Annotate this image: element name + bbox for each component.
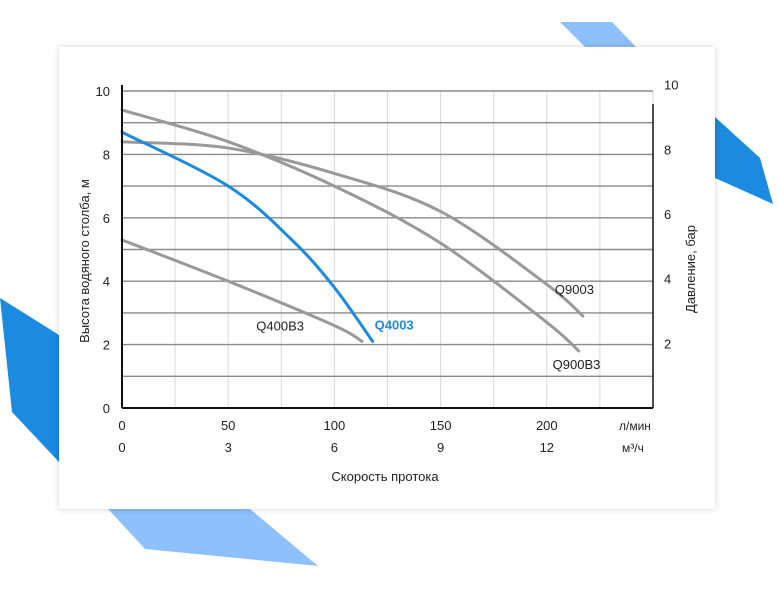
series-label-q9003: Q9003 (555, 282, 594, 297)
pump-performance-chart: л/мин м³/ч Скорость протока Высота водян… (77, 78, 698, 484)
x-unit-primary: л/мин (619, 419, 651, 433)
y-axis-label-left: Высота водяного столба, м (77, 179, 92, 343)
y-tick-label-left: 0 (103, 401, 110, 416)
y-tick-label-left: 6 (103, 211, 110, 226)
x-tick-label-secondary: 9 (437, 440, 444, 455)
series-label-q900b3: Q900B3 (553, 357, 601, 372)
x-axis-label: Скорость протока (331, 469, 439, 484)
x-tick-label-secondary: 0 (118, 440, 125, 455)
series-label-q400b3: Q400B3 (256, 318, 304, 333)
x-tick-label-primary: 50 (221, 418, 235, 433)
y-tick-label-right: 8 (664, 142, 671, 157)
deco-shape-right (715, 117, 773, 204)
x-tick-label-primary: 100 (324, 418, 346, 433)
x-tick-label-secondary: 3 (225, 440, 232, 455)
x-tick-label-secondary: 12 (540, 440, 554, 455)
y-axis-label-right: Давление, бар (683, 225, 698, 313)
y-tick-label-left: 4 (103, 274, 110, 289)
x-tick-label-primary: 200 (536, 418, 558, 433)
y-tick-label-right: 2 (664, 336, 671, 351)
y-tick-label-left: 2 (103, 338, 110, 353)
deco-shape-bottom (108, 509, 318, 566)
labels: л/мин м³/ч Скорость протока Высота водян… (77, 78, 698, 484)
series-label-q4003: Q4003 (375, 317, 414, 332)
x-tick-label-primary: 150 (430, 418, 452, 433)
y-tick-label-right: 10 (664, 78, 678, 93)
y-tick-label-right: 4 (664, 272, 671, 287)
y-tick-label-right: 6 (664, 207, 671, 222)
y-tick-label-left: 8 (103, 147, 110, 162)
y-tick-label-left: 10 (96, 84, 110, 99)
series-line-q4003 (120, 130, 375, 343)
x-tick-label-primary: 0 (118, 418, 125, 433)
x-tick-label-secondary: 6 (331, 440, 338, 455)
deco-shape-top-right (560, 22, 636, 47)
series-layer (120, 108, 585, 353)
deco-shape-left (0, 298, 59, 462)
axes (121, 85, 654, 409)
series-line-q900b3 (120, 108, 581, 353)
series-line-q400b3 (120, 238, 364, 343)
x-unit-secondary: м³/ч (622, 441, 644, 455)
series-line-q9003 (120, 140, 585, 318)
chart-card: л/мин м³/ч Скорость протока Высота водян… (59, 47, 715, 509)
grid (122, 90, 654, 408)
